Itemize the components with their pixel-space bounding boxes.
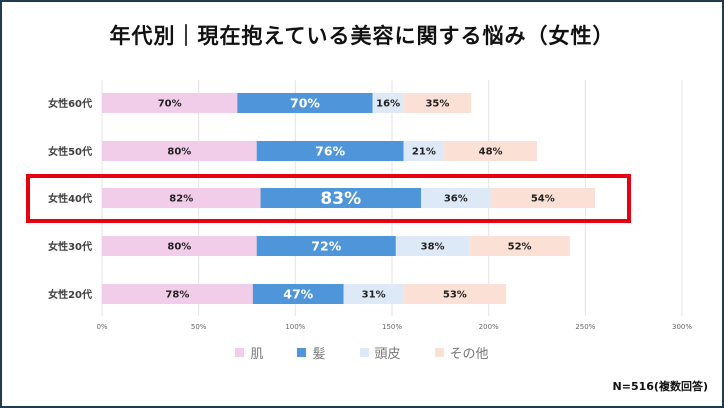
data-label: 70% <box>158 99 182 110</box>
data-label: 31% <box>362 290 386 301</box>
data-label: 83% <box>320 189 361 209</box>
data-label: 47% <box>283 287 313 302</box>
legend-item: 髪 <box>297 343 326 362</box>
legend-swatch <box>359 348 369 357</box>
legend-item: その他 <box>434 343 489 362</box>
bar-segment <box>343 284 404 304</box>
bar-segment <box>256 236 396 256</box>
category-label: 女性20代 <box>48 288 92 301</box>
bar-segment <box>256 141 404 161</box>
bar-segment <box>403 93 472 113</box>
legend-item: 肌 <box>235 343 263 362</box>
bar-segment <box>395 236 470 256</box>
bar-segment <box>252 284 344 304</box>
category-label: 女性60代 <box>48 97 92 110</box>
bar-segment <box>469 236 570 256</box>
bar-segment <box>102 188 261 208</box>
category-label: 女性50代 <box>48 145 92 158</box>
bar-segment <box>403 284 507 304</box>
x-tick-label: 300% <box>672 323 692 331</box>
data-label: 35% <box>425 99 449 110</box>
data-label: 80% <box>167 242 191 253</box>
bar-segment <box>102 93 238 113</box>
data-label: 52% <box>508 242 532 253</box>
category-label: 女性30代 <box>48 240 92 253</box>
bar-segment <box>102 141 257 161</box>
data-label: 48% <box>479 147 503 158</box>
sample-size-note: N=516(複数回答) <box>612 380 708 393</box>
bar-segment <box>260 188 421 208</box>
bar-segment <box>403 141 445 161</box>
data-label: 72% <box>311 239 341 254</box>
x-tick-label: 50% <box>191 323 207 331</box>
bar-segment <box>421 188 491 208</box>
x-tick-label: 0% <box>96 323 107 331</box>
data-label: 36% <box>444 194 468 205</box>
bar-segment <box>102 284 253 304</box>
data-label: 21% <box>412 147 436 158</box>
legend-label: 髪 <box>312 347 326 362</box>
chart-title: 年代別｜現在抱えている美容に関する悩み（女性） <box>109 24 615 48</box>
data-label: 78% <box>165 290 189 301</box>
bar-segment <box>102 236 257 256</box>
data-label: 54% <box>531 194 555 205</box>
legend-item: 頭皮 <box>359 343 401 362</box>
legend-label: その他 <box>449 347 489 362</box>
data-label: 80% <box>167 147 191 158</box>
legend-swatch <box>434 348 444 357</box>
data-label: 38% <box>421 242 445 253</box>
data-label: 76% <box>315 144 345 159</box>
bar-segment <box>237 93 373 113</box>
x-tick-label: 250% <box>575 323 595 331</box>
x-tick-label: 200% <box>479 323 499 331</box>
bar-segment <box>372 93 404 113</box>
bar-segment <box>444 141 537 161</box>
legend-label: 肌 <box>250 347 264 362</box>
chart-legend: 肌 髪 頭皮 その他 <box>2 343 722 362</box>
data-label: 16% <box>376 99 400 110</box>
data-label: 70% <box>290 96 320 111</box>
bar-segment <box>490 188 595 208</box>
x-tick-label: 100% <box>285 323 305 331</box>
category-label: 女性40代 <box>48 192 92 205</box>
legend-label: 頭皮 <box>374 347 401 362</box>
data-label: 53% <box>443 290 467 301</box>
legend-swatch <box>297 348 307 357</box>
highlight-box <box>26 174 631 223</box>
data-label: 82% <box>169 194 193 205</box>
x-tick-label: 150% <box>382 323 402 331</box>
legend-swatch <box>235 348 245 357</box>
